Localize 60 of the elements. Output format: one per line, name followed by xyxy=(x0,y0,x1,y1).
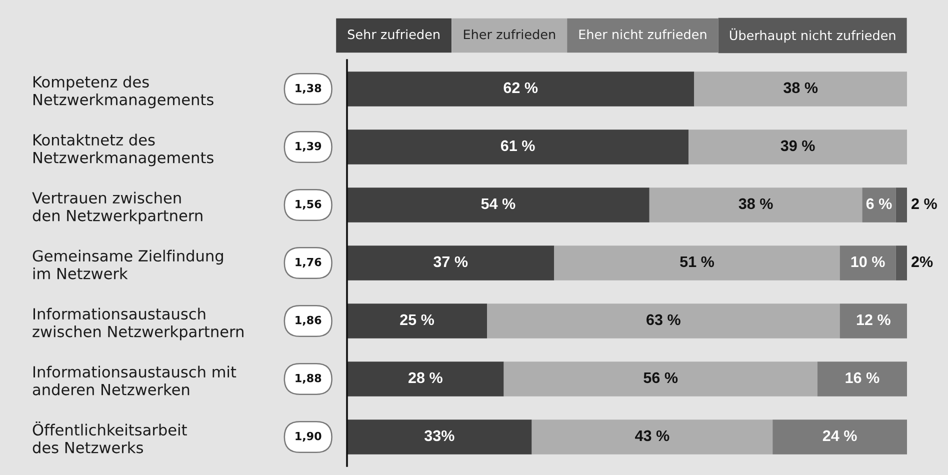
data-label: 28 % xyxy=(408,372,442,384)
bar xyxy=(504,362,818,396)
bar xyxy=(532,420,773,454)
data-label: 33% xyxy=(424,430,454,442)
bar xyxy=(347,420,532,454)
bar xyxy=(649,188,862,222)
data-label: 51 % xyxy=(680,256,714,268)
text: 1,88 xyxy=(296,374,322,384)
data-label: 54 % xyxy=(481,198,516,210)
data-label: 2% xyxy=(912,256,933,268)
data-label: 6 % xyxy=(866,198,892,210)
bar xyxy=(347,304,487,338)
bar xyxy=(347,130,689,164)
y-tick-label: Kompetenz des Netzwerkmanagements xyxy=(34,76,214,108)
y-tick-label: Vertrauen zwischen den Netzwerkpartnern xyxy=(32,192,202,224)
data-label: 39 % xyxy=(780,140,815,152)
data-label: 16 % xyxy=(846,372,880,384)
bar xyxy=(688,130,907,164)
text: 1,86 xyxy=(296,316,322,326)
data-label: 37 % xyxy=(434,256,468,268)
data-label: 10 % xyxy=(851,256,885,268)
data-label: 61 % xyxy=(500,140,535,152)
bar xyxy=(554,246,840,280)
text: Eher zufrieden xyxy=(464,29,556,40)
text: 1,38 xyxy=(296,84,322,94)
bar xyxy=(840,304,907,338)
bar xyxy=(896,246,907,280)
bar xyxy=(347,72,694,106)
text: 1,56 xyxy=(296,200,322,210)
y-tick-label: Informationsaustausch zwischen Netzwerkpartnern xyxy=(32,308,244,340)
text: 1,90 xyxy=(296,432,322,442)
data-label: 2 % xyxy=(912,198,937,210)
bar xyxy=(840,246,896,280)
text: 1,39 xyxy=(296,142,322,152)
data-label: 56 % xyxy=(644,372,678,384)
bar xyxy=(817,362,907,396)
bar xyxy=(347,362,504,396)
data-label: 38 % xyxy=(738,198,773,210)
text: Überhaupt nicht zufrieden xyxy=(730,28,896,43)
bar xyxy=(772,420,907,454)
y-tick-label: Kontaktnetz des Netzwerkmanagements xyxy=(34,134,214,166)
bar xyxy=(347,246,554,280)
data-label: 62 % xyxy=(504,82,538,94)
text: Eher nicht zufrieden xyxy=(579,29,706,40)
y-tick-label: Informationsaustausch mit anderen Netzwerken xyxy=(32,366,236,396)
y-tick-label: Öffentlichkeitsarbeit des Netzwerks xyxy=(32,421,187,454)
data-label: 38 % xyxy=(784,82,818,94)
bar xyxy=(347,188,650,222)
bar xyxy=(694,72,907,106)
data-label: 12 % xyxy=(856,314,890,326)
data-label: 43 % xyxy=(635,430,670,442)
data-label: 25 % xyxy=(400,314,434,326)
data-label: 24 % xyxy=(822,430,857,442)
text: 1,76 xyxy=(296,258,322,268)
bar xyxy=(862,188,896,222)
y-tick-label: Gemeinsame Zielfindung im Netzwerk xyxy=(32,250,223,280)
text: Sehr zufrieden xyxy=(348,29,440,40)
data-label: 63 % xyxy=(646,314,680,326)
bar xyxy=(896,188,907,222)
bar xyxy=(487,304,840,338)
